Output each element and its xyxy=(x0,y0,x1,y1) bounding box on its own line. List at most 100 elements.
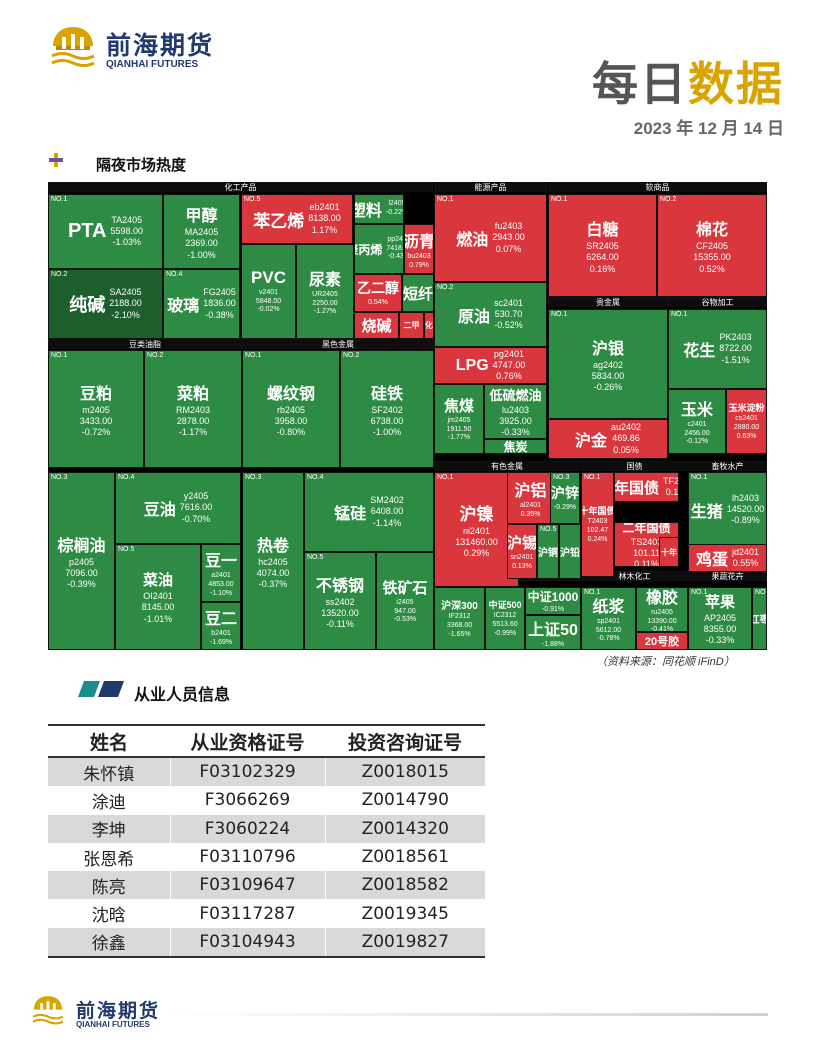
heatmap-tile: 中证500 IC2312 5513.60 -0.99% xyxy=(485,587,525,650)
tile-name: 菜粕 xyxy=(176,385,209,403)
tile-rank: NO.2 xyxy=(660,196,677,203)
tile-name: 沪锌 xyxy=(551,485,579,502)
tile-name: 螺纹钢 xyxy=(266,385,315,403)
tile-rank: NO.1 xyxy=(245,352,262,359)
tile-name: 硅铁 xyxy=(370,385,403,403)
tile-info: SA2405 2188.00 -2.10% xyxy=(109,287,142,320)
staff-name: 李坤 xyxy=(48,814,170,843)
tile-name: 豆一 xyxy=(204,553,237,571)
tile-info: v2401 5848.00 -0.02% xyxy=(255,288,282,314)
heatmap-tile: 烧碱 xyxy=(354,312,399,339)
heatmap-tile: 二甲 xyxy=(399,312,424,339)
tile-name: LPG xyxy=(455,356,489,374)
tile-info: b2401 -1.69% xyxy=(209,629,233,646)
consult-number: Z0018561 xyxy=(324,842,485,872)
tile-info: sc2401 530.70 -0.52% xyxy=(493,297,524,331)
qualification-number: F03117287 xyxy=(169,899,325,928)
qualification-number: F3060224 xyxy=(169,814,325,843)
tile-info: sn2401 0.13% xyxy=(510,553,534,570)
tile-info: TS2403 101.11 0.11% xyxy=(630,536,663,567)
tile-name: 沪铜 xyxy=(538,548,558,559)
tile-name: 十年 xyxy=(661,547,677,557)
tile-rank: NO.2 xyxy=(343,352,360,359)
tile-info: PK2403 8722.00 -1.51% xyxy=(719,332,752,365)
heatmap-tile: NO.1 豆粕 m2405 3433.00 -0.72% xyxy=(48,350,144,468)
heatmap-tile: 乙二醇 0.54% xyxy=(354,274,402,312)
heatmap-tile: 化 xyxy=(424,312,434,339)
footer-logo-en: QIANHAI FUTURES xyxy=(76,1020,150,1029)
table-row: 李坤 F3060224 Z0014320 xyxy=(48,814,485,843)
heatmap-tile: 20号胶 xyxy=(636,632,688,650)
header-name: 姓名 xyxy=(48,724,170,758)
tile-name: PVC xyxy=(251,267,286,287)
tile-info: ru2405 13390.00 -0.41% xyxy=(647,608,677,632)
tile-info: IF2312 3368.00 -1.65% xyxy=(446,613,473,638)
tile-name: 尿素 xyxy=(308,271,341,289)
tile-name: 苹果 xyxy=(704,593,735,611)
data-source-note: （资料来源：同花顺 iFinD） xyxy=(596,656,735,668)
tile-name: 苯乙烯 xyxy=(253,211,305,231)
tile-info: l2405-0.22% xyxy=(385,200,404,216)
tile-info: cs2401 2880.00 0.63% xyxy=(733,415,760,440)
tile-name: 玻璃 xyxy=(167,298,200,315)
footer-divider xyxy=(168,1013,768,1016)
tile-info: TF24030.19% xyxy=(663,475,679,497)
tile-name: 鸡蛋 xyxy=(695,552,728,569)
heatmap-tile: 豆二 b2401 -1.69% xyxy=(201,602,241,650)
staff-table-header: 姓名 从业资格证号 投资咨询证号 xyxy=(48,724,485,758)
staff-name: 陈亮 xyxy=(48,871,170,900)
heatmap-tile: NO.5 菜油 OI2401 8145.00 -1.01% xyxy=(115,544,201,650)
qualification-number: F03102329 xyxy=(169,757,325,787)
qualification-number: F03110796 xyxy=(169,842,325,872)
tile-name: 短纤 xyxy=(403,285,434,303)
heatmap-tile: NO.2 原油 sc2401 530.70 -0.52% xyxy=(434,282,547,347)
tile-name: 五年国债 xyxy=(614,479,659,497)
heatmap-tile: NO.3 热卷 hc2405 4074.00 -0.37% xyxy=(242,472,304,650)
tile-info: pg2401 4747.00 0.76% xyxy=(492,348,526,382)
tile-info: -0.29% xyxy=(553,504,577,512)
page-title: 每日数据 xyxy=(592,48,784,114)
tile-rank: NO.3 xyxy=(245,474,262,481)
tile-name: 玉米 xyxy=(680,401,713,419)
tile-info: -1.88% xyxy=(541,640,565,648)
staff-name: 张恩希 xyxy=(83,849,135,870)
tile-name: 沥青 xyxy=(404,233,434,251)
tile-name: 聚丙烯 xyxy=(355,242,383,257)
heatmap-tile: 豆一 a2401 4853.00 -1.10% xyxy=(201,544,241,602)
heatmap-tile: NO.4 玻璃 FG2405 1836.00 -0.38% xyxy=(163,269,240,339)
qualification-number: F03104943 xyxy=(169,927,325,959)
tile-name: 生猪 xyxy=(690,503,723,521)
tile-info: RM2403 2878.00 -1.17% xyxy=(175,404,211,438)
heatmap-tile: NO.5 苯乙烯 eb2401 8138.00 1.17% xyxy=(241,194,353,244)
tile-info: T2403 102.47 0.24% xyxy=(586,518,609,543)
tile-rank: NO.5 xyxy=(244,196,261,203)
tile-info: rb2405 3958.00 -0.80% xyxy=(274,404,308,438)
tile-name: 塑料 xyxy=(355,203,382,220)
heatmap-tile: NO.3 沪锌 -0.29% xyxy=(550,472,580,524)
staff-name: 朱怀镇 xyxy=(48,757,170,787)
tile-name: 焦炭 xyxy=(503,440,528,454)
tile-info: ag2402 5834.00 -0.26% xyxy=(591,359,625,393)
tile-info: ni2401 131460.00 0.29% xyxy=(455,525,498,559)
heatmap-tile: 玉米淀粉 cs2401 2880.00 0.63% xyxy=(726,389,767,454)
heatmap-group-header: 软商品 xyxy=(548,182,767,192)
heatmap-tile: NO.1 十年国债 T2403 102.47 0.24% xyxy=(581,472,614,577)
consult-number: Z0014320 xyxy=(324,814,485,843)
consult-number: Z0019827 xyxy=(324,927,485,959)
heatmap-tile: NO.1 沪银 ag2402 5834.00 -0.26% xyxy=(548,309,668,419)
tile-info: SM2402 6408.00 -1.14% xyxy=(370,495,404,528)
heatmap-group-header: 豆类油脂 xyxy=(48,339,242,349)
heatmap-tile: 尿素 UR2405 2250.00 -1.27% xyxy=(296,244,354,339)
heatmap-group-header: 国债 xyxy=(581,461,688,471)
tile-info: UR2405 2250.00 -1.27% xyxy=(312,290,338,316)
tile-name: 烧碱 xyxy=(361,318,392,335)
tile-rank: NO.2 xyxy=(437,284,454,291)
tile-name: 乙二醇 xyxy=(357,280,399,297)
tile-name: 沪深300 xyxy=(441,601,478,613)
tile-rank: NO.1 xyxy=(671,311,688,318)
tile-info: pp24057418.00-0.43% xyxy=(386,235,404,261)
heatmap-tile: NO.2 红枣 xyxy=(752,587,767,650)
tile-name: 热卷 xyxy=(256,537,289,555)
tile-info: i2405 947.00 -0.53% xyxy=(393,598,417,624)
market-heatmap: 化工产品能源产品软商品贵金属谷物加工豆类油脂黑色金属有色金属国债畜牧水产股指林木… xyxy=(48,182,767,650)
